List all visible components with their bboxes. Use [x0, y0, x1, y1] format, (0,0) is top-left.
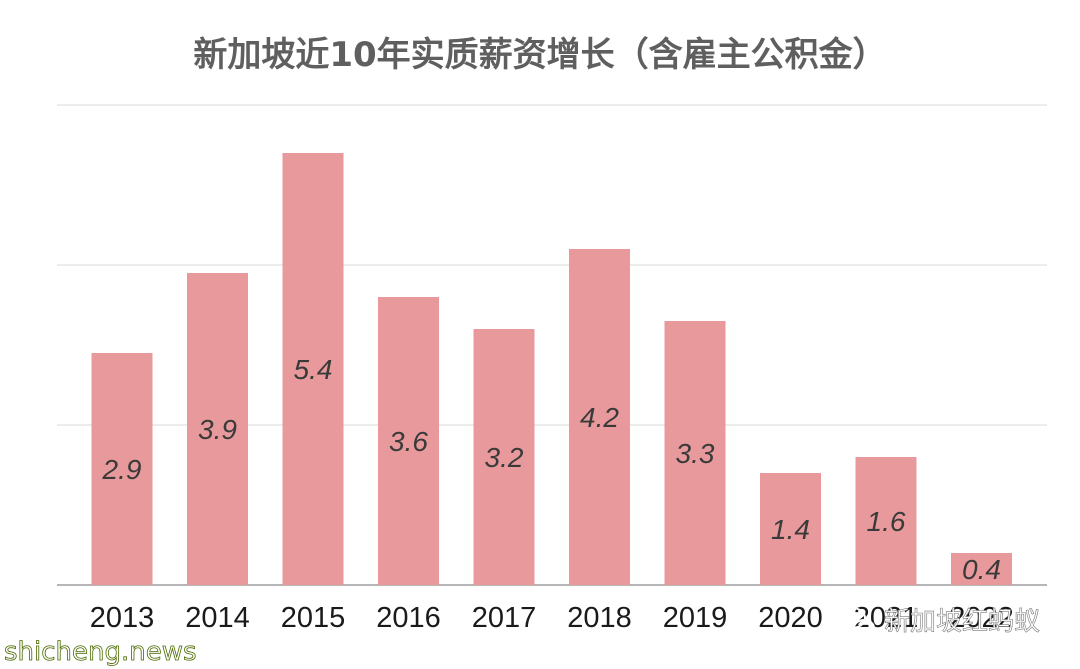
value-label-2019: 3.3: [676, 438, 715, 469]
bar-2018: [569, 249, 630, 585]
x-tick-labels: 2013 2014 2015 2016 2017 2018 2019 2020 2021 2022: [90, 602, 1014, 634]
value-label-2015: 5.4: [294, 354, 333, 385]
value-label-2021: 1.6: [867, 506, 906, 537]
bar-2017: [473, 329, 535, 585]
value-label-2022: 0.4: [962, 554, 1001, 585]
value-label-2016: 3.6: [389, 426, 428, 457]
x-tick-label-2013: 2013: [90, 602, 155, 634]
x-tick-label-2018: 2018: [567, 602, 632, 634]
bar-2021: [855, 457, 917, 585]
x-tick-label-2022: 2022: [949, 602, 1014, 634]
wechat-icon: [838, 607, 875, 637]
value-label-2017: 3.2: [485, 442, 524, 473]
watermark-account: 新加坡红蚂蚁: [838, 607, 1040, 637]
bar-2014: [187, 273, 248, 585]
x-tick-label-2017: 2017: [472, 602, 537, 634]
chart-title: 新加坡近10年实质薪资增长（含雇主公积金）: [193, 35, 886, 75]
watermark-account-text: 新加坡红蚂蚁: [884, 607, 1040, 637]
value-label-2013: 2.9: [102, 454, 142, 485]
bar-2016: [378, 297, 439, 585]
bar-2013: [91, 353, 153, 585]
x-tick-label-2014: 2014: [185, 602, 250, 634]
value-labels: 2.9 3.9 5.4 3.6 3.2 4.2 3.3 1.4 1.6 0.4: [102, 354, 1001, 585]
bars: [91, 153, 1012, 585]
bar-2015: [282, 153, 344, 585]
x-tick-label-2015: 2015: [281, 602, 346, 634]
bar-2019: [664, 321, 726, 585]
value-label-2014: 3.9: [198, 414, 237, 445]
value-label-2018: 4.2: [580, 402, 619, 433]
watermark-site-text: shicheng.news: [4, 637, 197, 667]
bar-2022: [951, 553, 1012, 585]
x-tick-label-2016: 2016: [376, 602, 441, 634]
bar-2020: [760, 473, 821, 585]
value-label-2020: 1.4: [771, 514, 810, 545]
x-tick-label-2020: 2020: [758, 602, 823, 634]
x-tick-label-2019: 2019: [663, 602, 728, 634]
